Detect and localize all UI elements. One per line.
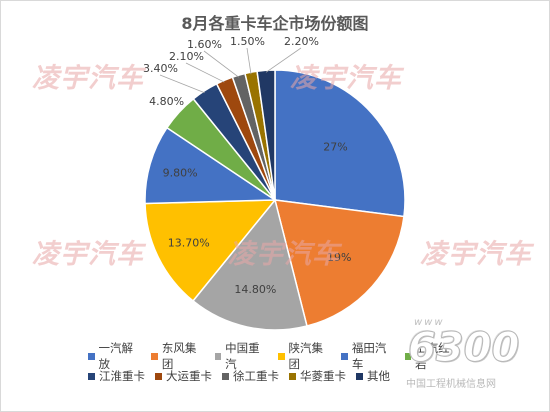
legend-label: 东风集团 (161, 341, 197, 371)
legend-swatch (155, 372, 162, 380)
legend-swatch (88, 352, 95, 360)
pie-slice-4 (144, 199, 277, 302)
data-label-11: 2.20% (284, 35, 319, 48)
legend-label: 陕汽集团 (288, 341, 324, 371)
legend-item: 江淮重卡 (88, 368, 145, 384)
pie-slice-11 (256, 69, 276, 201)
legend-item: 陕汽集团 (277, 340, 331, 372)
leader-line-8 (185, 62, 225, 83)
site-logo: www 6300 中国工程机械信息网 (398, 315, 548, 395)
legend-label: 华菱重卡 (300, 369, 346, 383)
pie-slice-1 (274, 69, 406, 218)
pie-slice-2 (274, 199, 405, 327)
legend-item: 徐工重卡 (222, 368, 279, 384)
watermark-top-right: 凌宇汽车 (290, 63, 402, 94)
data-label-6: 4.80% (149, 95, 184, 108)
legend-row: 江淮重卡 大运重卡 徐工重卡 华菱重卡 其他 (88, 366, 468, 386)
data-label-3: 14.80% (234, 283, 276, 296)
leader-line-7 (159, 74, 205, 94)
logo-url-text: www (414, 317, 445, 328)
legend-swatch (214, 352, 222, 360)
pie-slice-3 (191, 198, 308, 331)
logo-number: 6300 (407, 325, 520, 372)
legend-label: 江淮重卡 (99, 369, 145, 383)
legend-item: 其他 (356, 368, 390, 384)
legend-label: 中国重汽 (225, 341, 260, 371)
legend-swatch (289, 372, 296, 380)
data-label-5: 9.80% (163, 167, 198, 180)
legend-swatch (88, 372, 95, 380)
legend-item: 上汽红岩 (404, 340, 458, 372)
legend-swatch (341, 352, 348, 360)
data-label-7: 3.40% (143, 62, 178, 75)
leader-line-9 (203, 50, 239, 78)
legend-item: 东风集团 (151, 340, 204, 372)
data-label-10: 1.50% (230, 35, 265, 48)
watermark-mid-left: 凌宇汽车 (32, 239, 144, 270)
data-label-2: 19% (327, 251, 351, 264)
data-label-8: 2.10% (169, 50, 204, 63)
legend: 一汽解放 东风集团 中国重汽 陕汽集团 福田汽车 上汽红岩 江淮重卡 大运重卡 徐工重卡 华菱重… (88, 341, 468, 386)
watermark-center: 凌宇汽车 (228, 239, 340, 270)
watermark-top-left: 凌宇汽车 (32, 63, 144, 94)
data-label-9: 1.60% (187, 38, 222, 51)
legend-label: 其他 (367, 369, 390, 383)
watermark-mid-right: 凌宇汽车 (420, 239, 532, 270)
legend-swatch (151, 352, 158, 360)
legend-swatch (404, 352, 412, 360)
chart-title: 8月各重卡车企市场份额图 (181, 14, 369, 33)
leader-line-11 (265, 47, 302, 73)
legend-item: 中国重汽 (214, 340, 268, 372)
legend-item: 大运重卡 (155, 368, 212, 384)
legend-swatch (277, 352, 285, 360)
legend-item: 福田汽车 (341, 340, 394, 372)
data-label-4: 13.70% (168, 237, 210, 250)
legend-swatch (222, 372, 229, 380)
legend-row: 一汽解放 东风集团 中国重汽 陕汽集团 福田汽车 上汽红岩 (88, 341, 468, 371)
legend-label: 徐工重卡 (233, 369, 279, 383)
legend-label: 大运重卡 (166, 369, 212, 383)
legend-item: 华菱重卡 (289, 368, 346, 384)
data-label-1: 27% (323, 141, 347, 154)
legend-swatch (356, 372, 363, 380)
legend-label: 福田汽车 (351, 341, 387, 371)
legend-item: 一汽解放 (88, 340, 141, 372)
leader-line-10 (246, 47, 252, 75)
legend-label: 上汽红岩 (415, 341, 450, 371)
pie-slice-5 (144, 126, 278, 205)
logo-subtitle: 中国工程机械信息网 (406, 379, 496, 390)
legend-label: 一汽解放 (98, 341, 134, 371)
